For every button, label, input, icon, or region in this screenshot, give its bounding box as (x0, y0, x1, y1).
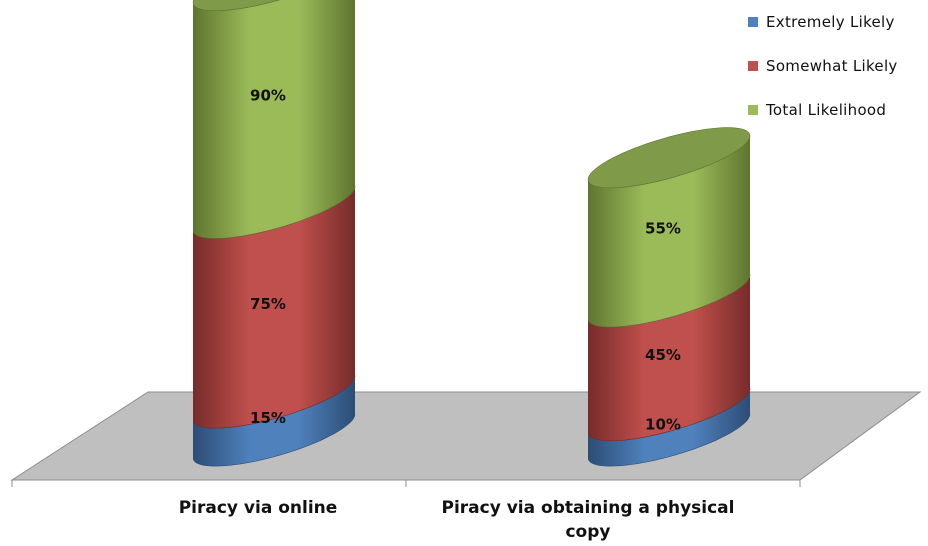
data-label: 15% (250, 409, 286, 427)
category-label: Piracy via obtaining a physical copy (441, 498, 735, 542)
legend-item-total-likelihood: Total Likelihood (748, 98, 898, 122)
legend: Extremely Likely Somewhat Likely Total L… (748, 10, 898, 142)
data-label: 45% (645, 346, 681, 364)
legend-label: Total Likelihood (766, 101, 887, 119)
bar-top-cap (192, 0, 280, 11)
data-label: 75% (250, 295, 286, 313)
category-label: Piracy via online (178, 498, 338, 518)
bar-segment-total-likelihood (193, 0, 356, 239)
legend-swatch-somewhat-likely (748, 61, 758, 71)
legend-item-extremely-likely: Extremely Likely (748, 10, 898, 34)
legend-label: Somewhat Likely (766, 57, 898, 75)
chart-floor (10, 391, 922, 481)
legend-item-somewhat-likely: Somewhat Likely (748, 54, 898, 78)
legend-swatch-total-likelihood (748, 105, 758, 115)
data-label: 10% (645, 415, 681, 433)
legend-swatch-extremely-likely (748, 17, 758, 27)
data-label: 90% (250, 86, 286, 104)
bar-top-cap (587, 127, 751, 189)
legend-label: Extremely Likely (766, 13, 895, 31)
data-label: 55% (645, 219, 681, 237)
